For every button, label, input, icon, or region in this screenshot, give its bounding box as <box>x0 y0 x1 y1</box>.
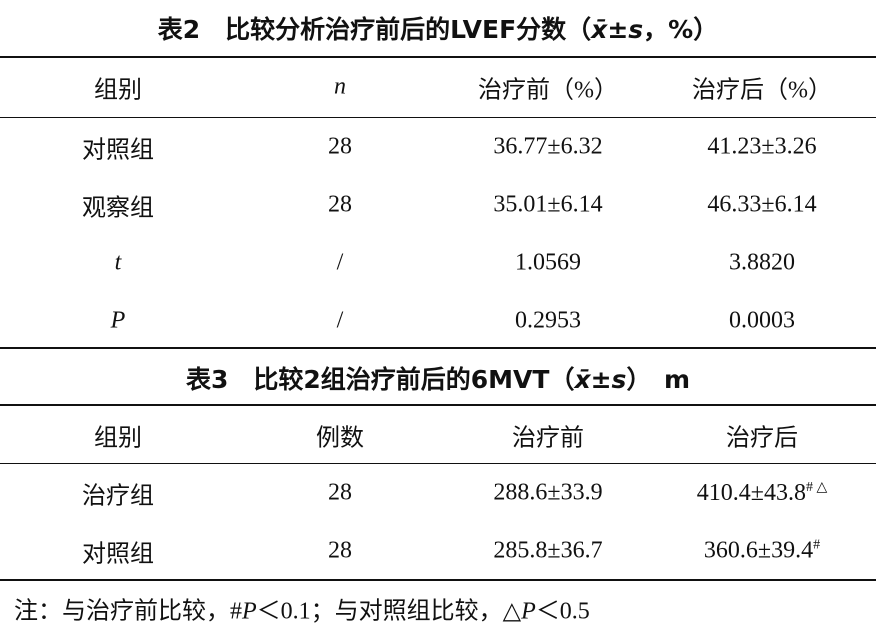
table-title-part: 表2 比较分析治疗前后的LVEF分数（ <box>157 15 592 44</box>
table-cell: 1.0569 <box>515 249 581 276</box>
table-cell: t <box>114 249 122 276</box>
table-title-part: ± <box>607 15 629 44</box>
table-cell: 3.8820 <box>729 249 795 276</box>
column-header: 组别 <box>94 77 142 104</box>
table-title-part: x̄ <box>591 15 608 44</box>
table-cell: 36.77±6.32 <box>493 133 603 160</box>
rule-line <box>0 404 876 406</box>
table-cell: 46.33±6.14 <box>707 191 817 218</box>
table-note-part: P <box>242 598 257 625</box>
table-note-part: P <box>521 598 536 625</box>
rule-line <box>0 117 876 118</box>
table-title-part: ，%） <box>643 15 719 44</box>
rule-line <box>0 347 876 349</box>
table-cell: P <box>110 307 126 334</box>
table-title-part: s <box>628 15 644 44</box>
table-cell: 0.0003 <box>729 307 795 334</box>
table-title: 表2 比较分析治疗前后的LVEF分数（x̄±s，%） <box>158 10 718 46</box>
table-cell: 41.23±3.26 <box>707 133 817 160</box>
table-note: 注：与治疗前比较，#P＜0.1；与对照组比较，△P＜0.5 <box>14 591 590 626</box>
column-header: 治疗前（%） <box>478 77 618 104</box>
table-cell: 0.2953 <box>515 307 581 334</box>
rule-line <box>0 463 876 464</box>
table-cell: 观察组 <box>82 195 154 222</box>
table-cell-value: 410.4±43.8 <box>696 480 806 506</box>
table-note-part: 注：与治疗前比较，# <box>14 598 242 625</box>
table-cell: / <box>336 307 344 334</box>
table-cell-value: 360.6±39.4 <box>703 537 814 564</box>
table-title-part: x̄ <box>574 365 591 394</box>
column-header: 治疗后 <box>726 425 798 452</box>
table-cell: / <box>336 249 344 276</box>
table-cell-mark: # <box>813 537 821 553</box>
table-cell: 28 <box>328 479 352 506</box>
table-title: 表3 比较2组治疗前后的6MVT（x̄±s） m <box>186 360 690 396</box>
column-header: 治疗前 <box>512 425 584 452</box>
table-title-part: ± <box>590 365 612 394</box>
rule-line <box>0 579 876 581</box>
table-title-part: s <box>611 365 627 394</box>
table-cell: 35.01±6.14 <box>493 191 603 218</box>
table-title-part: 表3 比较2组治疗前后的6MVT（ <box>185 365 575 394</box>
table-cell: 对照组 <box>82 137 154 164</box>
table-cell: 288.6±33.9 <box>493 479 603 506</box>
table-cell: 对照组 <box>82 541 154 568</box>
table-title-part: ） m <box>626 365 691 394</box>
table-cell: 28 <box>328 133 352 160</box>
table-cell: 285.8±36.7 <box>493 537 603 564</box>
table-note-part: ＜0.5 <box>535 598 590 625</box>
table-cell: 28 <box>328 537 352 564</box>
column-header: 例数 <box>316 425 364 452</box>
table-cell: 410.4±43.8# △ <box>697 479 827 507</box>
table-note-part: ＜0.1；与对照组比较，△ <box>256 598 522 625</box>
column-header: n <box>334 73 346 100</box>
column-header: 治疗后（%） <box>692 77 832 104</box>
column-header: 组别 <box>94 425 142 452</box>
table-cell-mark: # △ <box>805 480 828 495</box>
table-cell: 治疗组 <box>82 483 154 510</box>
rule-line <box>0 56 876 58</box>
table-cell: 360.6±39.4# <box>704 538 820 565</box>
table-cell: 28 <box>328 191 352 218</box>
